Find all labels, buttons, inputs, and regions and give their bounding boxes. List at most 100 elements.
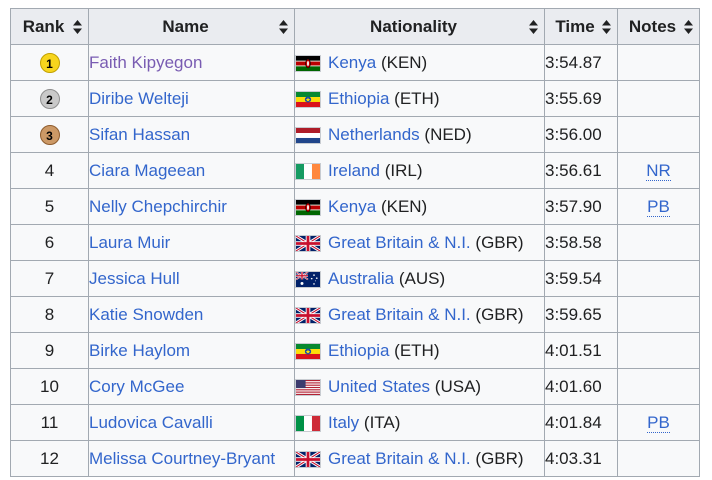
country-link[interactable]: Great Britain & N.I. bbox=[328, 232, 471, 252]
nationality-header-label: Nationality bbox=[370, 16, 457, 36]
country-link[interactable]: Australia bbox=[328, 268, 395, 288]
athlete-link[interactable]: Ciara Mageean bbox=[89, 160, 206, 180]
country-link[interactable]: Great Britain & N.I. bbox=[328, 304, 471, 324]
athlete-link[interactable]: Melissa Courtney-Bryant bbox=[89, 448, 276, 468]
ireland-flag-icon bbox=[295, 162, 321, 180]
time-cell: 4:01.84 bbox=[544, 404, 618, 441]
table-row: 9 Birke Haylom Ethiopia (ETH) 4:01.51 bbox=[10, 332, 700, 369]
country-link[interactable]: Netherlands bbox=[328, 124, 420, 144]
bronze-medal-icon: 3 bbox=[39, 124, 60, 145]
athlete-link[interactable]: Birke Haylom bbox=[89, 340, 191, 360]
record-note-link[interactable]: PB bbox=[647, 196, 670, 217]
header-row: Rank Name Nationality Time bbox=[10, 8, 700, 45]
rank-column-header[interactable]: Rank bbox=[10, 8, 89, 45]
gold-medal-icon: 1 bbox=[39, 52, 60, 73]
name-cell: Melissa Courtney-Bryant bbox=[88, 440, 295, 477]
rank-number: 4 bbox=[44, 160, 55, 180]
time-column-header[interactable]: Time bbox=[544, 8, 618, 45]
sort-icon[interactable] bbox=[602, 19, 611, 34]
country-link[interactable]: Great Britain & N.I. bbox=[328, 448, 471, 468]
country-link[interactable]: Ethiopia bbox=[328, 340, 390, 360]
athlete-link[interactable]: Katie Snowden bbox=[89, 304, 204, 324]
notes-header-label: Notes bbox=[628, 16, 677, 36]
athlete-link[interactable]: Diribe Welteji bbox=[89, 88, 189, 108]
time-cell: 4:01.51 bbox=[544, 332, 618, 369]
rank-number: 11 bbox=[40, 412, 59, 432]
rank-cell: 12 bbox=[10, 440, 89, 477]
usa-flag-icon bbox=[295, 378, 321, 396]
rank-cell: 3 bbox=[10, 116, 89, 153]
rank-number: 9 bbox=[44, 340, 55, 360]
nationality-cell: Great Britain & N.I. (GBR) bbox=[294, 224, 545, 261]
notes-cell: PB bbox=[617, 188, 700, 225]
australia-flag-icon bbox=[295, 270, 321, 288]
sort-icon[interactable] bbox=[529, 19, 538, 34]
name-column-header[interactable]: Name bbox=[88, 8, 295, 45]
name-cell: Nelly Chepchirchir bbox=[88, 188, 295, 225]
nationality-cell: United States (USA) bbox=[294, 368, 545, 405]
name-cell: Katie Snowden bbox=[88, 296, 295, 333]
kenya-flag-icon bbox=[295, 54, 321, 72]
athlete-link[interactable]: Sifan Hassan bbox=[89, 124, 191, 144]
notes-column-header[interactable]: Notes bbox=[617, 8, 700, 45]
table-row: 4 Ciara Mageean Ireland (IRL) 3:56.61 NR bbox=[10, 152, 700, 189]
rank-number: 7 bbox=[44, 268, 55, 288]
rank-cell: 11 bbox=[10, 404, 89, 441]
record-note-link[interactable]: NR bbox=[646, 160, 671, 181]
athlete-link[interactable]: Faith Kipyegon bbox=[89, 52, 203, 72]
table-row: 7 Jessica Hull Australia (AUS) 3:59.54 bbox=[10, 260, 700, 297]
country-link[interactable]: United States bbox=[328, 376, 431, 396]
rank-cell: 9 bbox=[10, 332, 89, 369]
notes-cell: PB bbox=[617, 404, 700, 441]
table-row: 12 Melissa Courtney-Bryant Great Britain &… bbox=[10, 440, 700, 477]
rank-cell: 4 bbox=[10, 152, 89, 189]
country-code: (ITA) bbox=[363, 412, 401, 432]
time-cell: 3:57.90 bbox=[544, 188, 618, 225]
rank-number: 6 bbox=[44, 232, 55, 252]
athlete-link[interactable]: Nelly Chepchirchir bbox=[89, 196, 227, 216]
results-body: 1 Faith Kipyegon Kenya (KEN) 3:54.87 2 Diribe… bbox=[10, 44, 700, 477]
sort-icon[interactable] bbox=[279, 19, 288, 34]
table-row: 3 Sifan Hassan Netherlands (NED) 3:56.00 bbox=[10, 116, 700, 153]
uk-flag-icon bbox=[295, 234, 321, 252]
table-row: 6 Laura Muir Great Britain & N.I. (GBR) 3:5… bbox=[10, 224, 700, 261]
country-link[interactable]: Kenya bbox=[328, 52, 377, 72]
nationality-cell: Italy (ITA) bbox=[294, 404, 545, 441]
country-link[interactable]: Ireland bbox=[328, 160, 380, 180]
country-link[interactable]: Ethiopia bbox=[328, 88, 390, 108]
record-note-link[interactable]: PB bbox=[647, 412, 670, 433]
time-cell: 3:59.54 bbox=[544, 260, 618, 297]
country-code: (KEN) bbox=[380, 196, 428, 216]
notes-cell bbox=[617, 260, 700, 297]
country-code: (GBR) bbox=[475, 232, 524, 252]
time-cell: 3:59.65 bbox=[544, 296, 618, 333]
name-cell: Ludovica Cavalli bbox=[88, 404, 295, 441]
sort-icon[interactable] bbox=[73, 19, 82, 34]
country-link[interactable]: Italy bbox=[328, 412, 360, 432]
ethiopia-flag-icon bbox=[295, 90, 321, 108]
name-cell: Jessica Hull bbox=[88, 260, 295, 297]
name-header-label: Name bbox=[162, 16, 209, 36]
notes-cell bbox=[617, 116, 700, 153]
nationality-column-header[interactable]: Nationality bbox=[294, 8, 545, 45]
italy-flag-icon bbox=[295, 414, 321, 432]
country-link[interactable]: Kenya bbox=[328, 196, 377, 216]
athlete-link[interactable]: Cory McGee bbox=[89, 376, 185, 396]
name-cell: Laura Muir bbox=[88, 224, 295, 261]
time-cell: 4:01.60 bbox=[544, 368, 618, 405]
netherlands-flag-icon bbox=[295, 126, 321, 144]
athlete-link[interactable]: Ludovica Cavalli bbox=[89, 412, 213, 432]
nationality-cell: Great Britain & N.I. (GBR) bbox=[294, 440, 545, 477]
time-cell: 4:03.31 bbox=[544, 440, 618, 477]
rank-cell: 8 bbox=[10, 296, 89, 333]
sort-icon[interactable] bbox=[684, 19, 693, 34]
time-cell: 3:56.00 bbox=[544, 116, 618, 153]
notes-cell bbox=[617, 44, 700, 81]
athlete-link[interactable]: Jessica Hull bbox=[89, 268, 180, 288]
results-table: Rank Name Nationality Time bbox=[10, 8, 700, 477]
time-cell: 3:58.58 bbox=[544, 224, 618, 261]
rank-number: 8 bbox=[44, 304, 55, 324]
table-row: 10 Cory McGee United States (USA) 4:01.60 bbox=[10, 368, 700, 405]
nationality-cell: Ethiopia (ETH) bbox=[294, 80, 545, 117]
athlete-link[interactable]: Laura Muir bbox=[89, 232, 171, 252]
